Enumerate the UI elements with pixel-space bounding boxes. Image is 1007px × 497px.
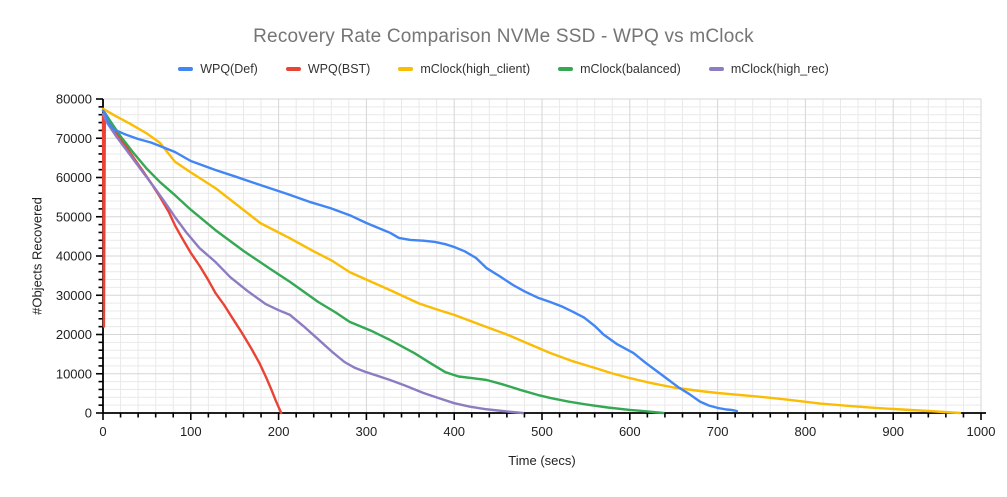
y-tick-label: 50000	[56, 209, 92, 224]
y-tick-label: 0	[85, 406, 92, 421]
legend-swatch-icon	[708, 66, 724, 72]
x-tick-label: 500	[531, 424, 553, 439]
y-axis-title: #Objects Recovered	[29, 197, 45, 315]
series-line-mclock-high-client-	[101, 107, 962, 415]
x-tick-label: 1000	[967, 424, 996, 439]
x-tick-label: 800	[795, 424, 817, 439]
legend-label: WPQ(BST)	[307, 62, 371, 76]
y-tick-label: 60000	[56, 170, 92, 185]
series-line-wpq-bst-	[101, 114, 283, 415]
x-tick-label: 700	[707, 424, 729, 439]
legend-label: WPQ(Def)	[200, 62, 258, 76]
x-tick-label: 100	[180, 424, 202, 439]
x-axis-title: Time (secs)	[508, 453, 576, 468]
series-line-mclock-balanced-	[101, 108, 665, 415]
legend-item: WPQ(Def)	[178, 62, 258, 76]
x-tick-label: 600	[619, 424, 641, 439]
legend-swatch-icon	[285, 66, 301, 72]
x-tick-label: 0	[99, 424, 106, 439]
legend: WPQ(Def) WPQ(BST) mClock(high_client) mCloc…	[0, 62, 1007, 76]
legend-swatch-icon	[558, 66, 574, 72]
x-tick-label: 400	[443, 424, 465, 439]
legend-label: mClock(high_client)	[420, 62, 531, 76]
legend-item: mClock(balanced)	[558, 62, 681, 76]
legend-label: mClock(balanced)	[580, 62, 681, 76]
legend-item: WPQ(BST)	[285, 62, 371, 76]
x-tick-label: 200	[268, 424, 290, 439]
y-tick-label: 40000	[56, 249, 92, 264]
chart-title: Recovery Rate Comparison NVMe SSD - WPQ …	[253, 26, 754, 47]
legend-label: mClock(high_rec)	[730, 62, 829, 76]
legend-swatch-icon	[398, 66, 414, 72]
y-tick-label: 10000	[56, 366, 92, 381]
y-tick-label: 20000	[56, 327, 92, 342]
legend-item: mClock(high_rec)	[708, 62, 829, 76]
series-line-mclock-high-rec-	[101, 112, 524, 415]
y-tick-label: 70000	[56, 131, 92, 146]
series-line-wpq-def-	[101, 109, 739, 413]
y-tick-label: 80000	[56, 92, 92, 107]
legend-swatch-icon	[178, 66, 194, 72]
legend-item: mClock(high_client)	[398, 62, 530, 76]
y-tick-label: 30000	[56, 288, 92, 303]
x-tick-label: 300	[356, 424, 378, 439]
x-tick-label: 900	[882, 424, 904, 439]
